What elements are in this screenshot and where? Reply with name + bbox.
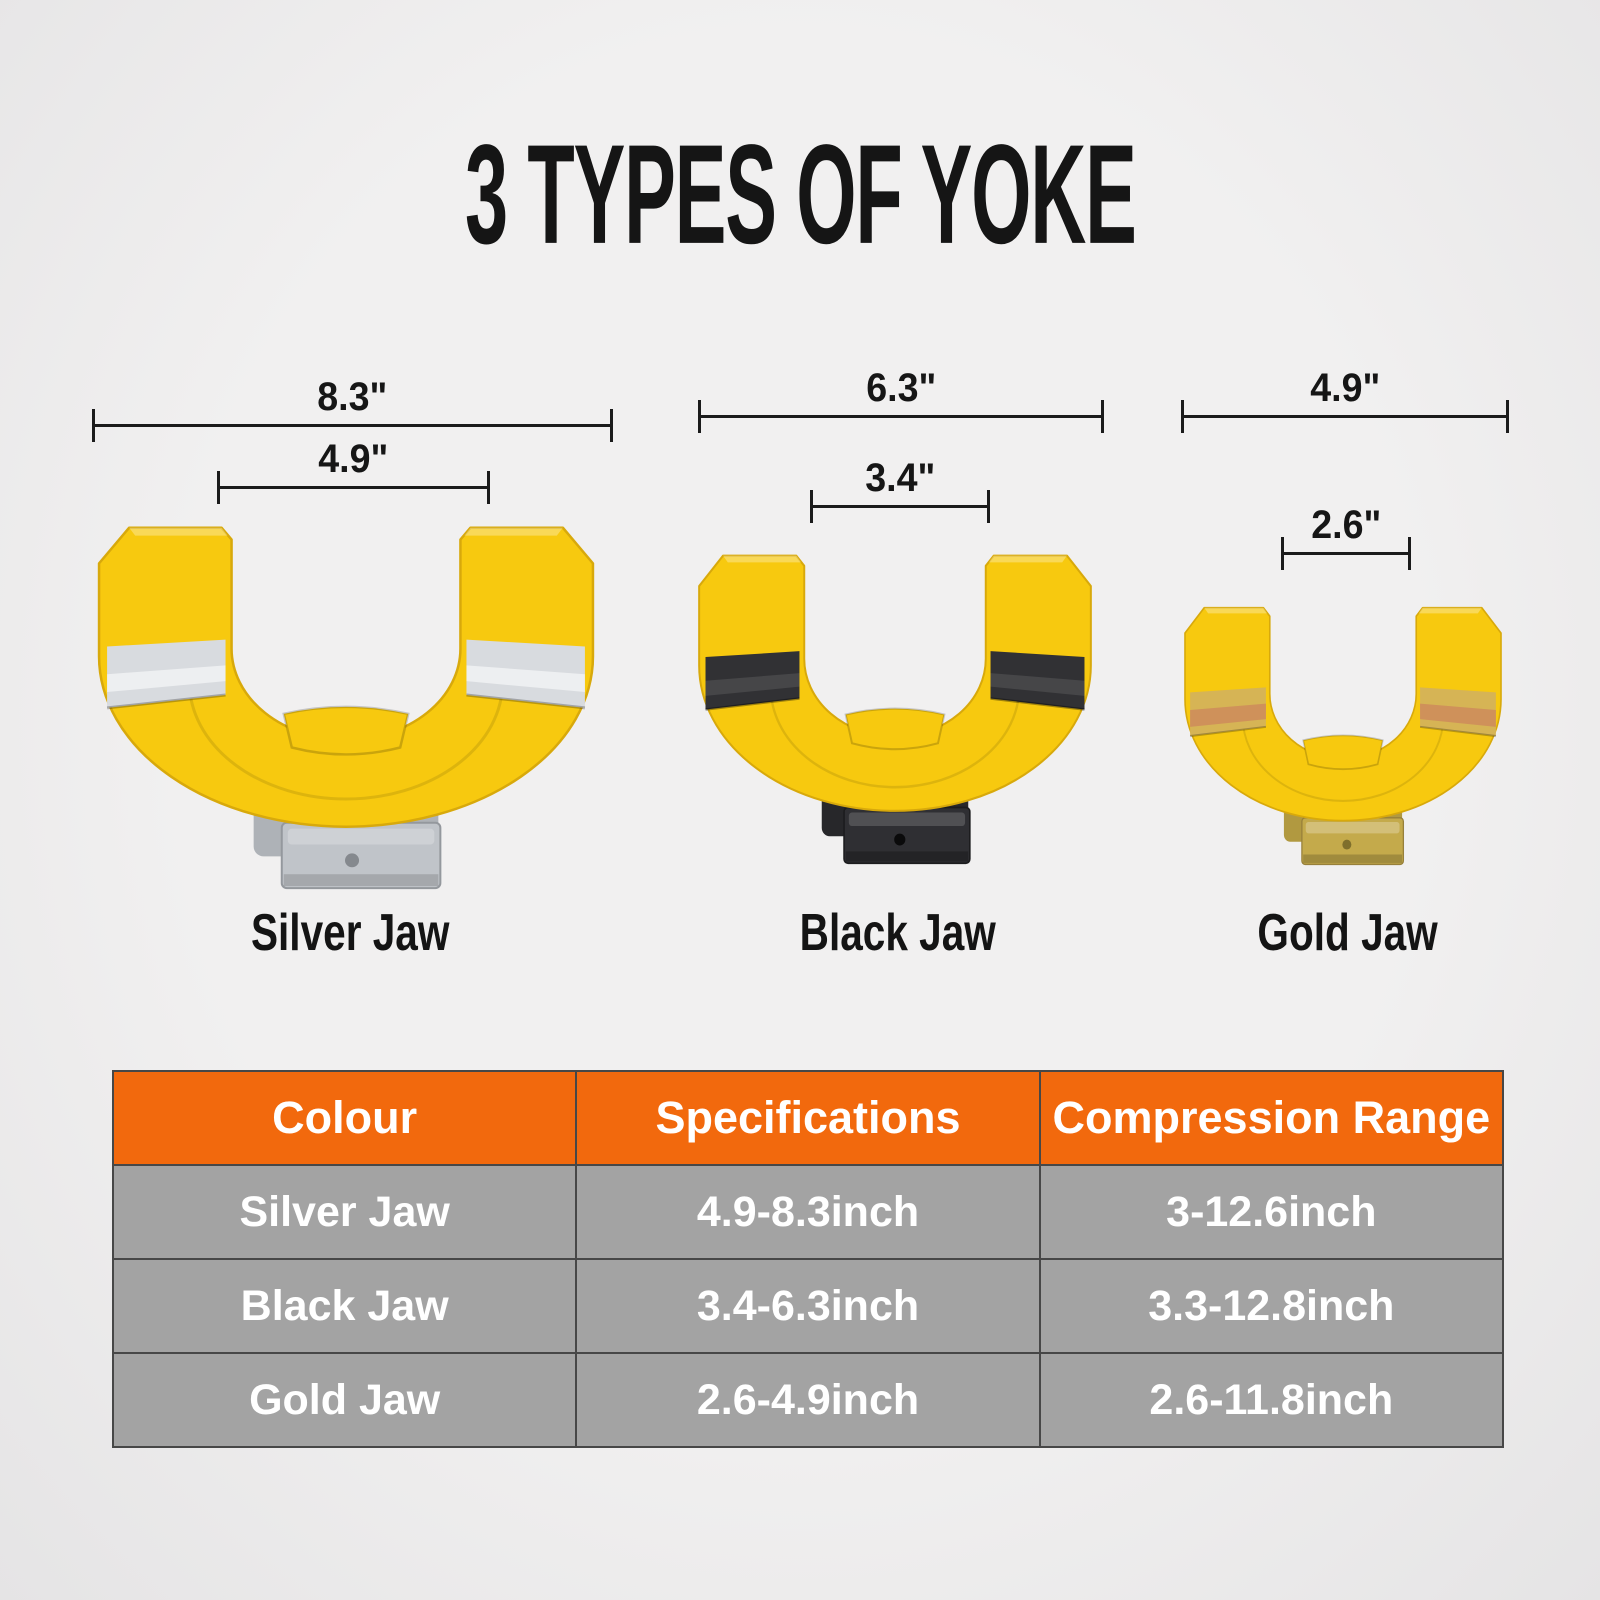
dimension-gold-inner: 2.6"	[1281, 501, 1411, 570]
insert-right	[1419, 687, 1496, 738]
dimension-line	[1181, 400, 1509, 433]
block-hole	[344, 853, 360, 868]
inner-pad	[282, 705, 410, 756]
dimension-value: 4.9"	[318, 437, 389, 481]
inner-pad	[844, 707, 946, 751]
dimension-value: 2.6"	[1310, 503, 1382, 547]
table-cell: 2.6-4.9inch	[577, 1354, 1039, 1446]
dimension-value: 3.4"	[864, 456, 936, 500]
label-black-jaw: Black Jaw	[799, 904, 997, 962]
table-cell: Silver Jaw	[114, 1166, 576, 1258]
yoke-image-silver	[97, 526, 595, 890]
dimension-silver-inner: 4.9"	[217, 435, 490, 504]
insert-right	[466, 639, 586, 710]
table-header-colour: Colour	[114, 1072, 576, 1164]
table-cell: 3.3-12.8inch	[1040, 1260, 1502, 1352]
dimension-silver-outer: 8.3"	[92, 373, 613, 442]
block-hole	[1342, 839, 1352, 850]
block-hole	[894, 833, 906, 846]
dimension-line	[217, 471, 490, 504]
dimension-value: 4.9"	[1309, 366, 1381, 410]
table-cell: 2.6-11.8inch	[1040, 1354, 1502, 1446]
spec-table: Colour Specifications Compression Range …	[112, 1070, 1504, 1448]
label-gold-jaw: Gold Jaw	[1257, 904, 1439, 962]
table-cell: Black Jaw	[114, 1260, 576, 1352]
dimension-line	[1281, 537, 1411, 570]
page-title: 3 TYPES OF YOKE	[464, 114, 1137, 274]
dimension-gold-outer: 4.9"	[1181, 364, 1509, 433]
dimension-line	[698, 400, 1104, 433]
label-silver-jaw: Silver Jaw	[250, 904, 450, 962]
table-cell: 3-12.6inch	[1040, 1166, 1502, 1258]
yoke-image-black	[698, 554, 1092, 865]
dimension-black-outer: 6.3"	[698, 364, 1104, 433]
table-cell: Gold Jaw	[114, 1354, 576, 1446]
insert-left	[705, 651, 800, 711]
insert-right	[990, 651, 1085, 711]
table-header-compression-range: Compression Range	[1040, 1072, 1502, 1164]
dimension-black-inner: 3.4"	[810, 454, 990, 523]
table-cell: 3.4-6.3inch	[577, 1260, 1039, 1352]
dimension-line	[92, 409, 613, 442]
table-cell: 4.9-8.3inch	[577, 1166, 1039, 1258]
insert-left	[106, 639, 226, 710]
insert-left	[1190, 687, 1267, 738]
inner-pad	[1302, 734, 1384, 771]
dimension-value: 8.3"	[317, 375, 388, 419]
dimension-value: 6.3"	[865, 366, 937, 410]
table-header-specifications: Specifications	[577, 1072, 1039, 1164]
yoke-image-gold	[1184, 606, 1502, 866]
dimension-line	[810, 490, 990, 523]
